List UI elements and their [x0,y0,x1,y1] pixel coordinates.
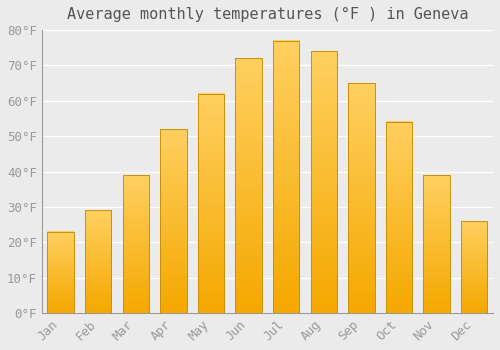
Bar [48,232,74,313]
Bar [122,175,149,313]
Bar [273,41,299,313]
Bar [198,94,224,313]
Bar [85,210,112,313]
Bar [461,221,487,313]
Bar [386,122,412,313]
Bar [424,175,450,313]
Title: Average monthly temperatures (°F ) in Geneva: Average monthly temperatures (°F ) in Ge… [66,7,468,22]
Bar [348,83,374,313]
Bar [310,51,337,313]
Bar [160,129,186,313]
Bar [236,58,262,313]
